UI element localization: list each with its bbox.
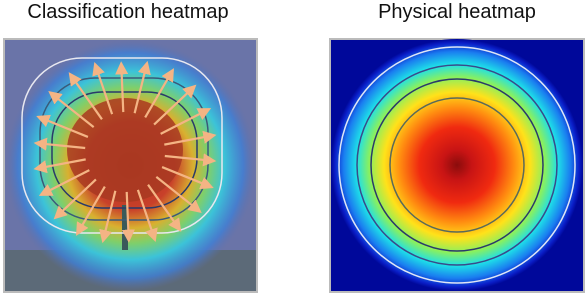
arrow <box>144 68 174 119</box>
arrow <box>147 184 182 232</box>
arrow <box>155 176 202 213</box>
arrow <box>53 178 97 220</box>
arrow <box>164 130 217 146</box>
contour <box>370 78 544 252</box>
arrow <box>48 91 95 128</box>
arrow <box>136 189 158 243</box>
arrow <box>115 61 129 113</box>
heatmap <box>331 39 583 291</box>
arrow <box>164 153 217 167</box>
arrow <box>36 114 89 138</box>
contour <box>356 64 558 266</box>
arrow <box>92 61 114 115</box>
arrow <box>121 191 135 243</box>
panel-title: Physical heatmap <box>378 1 536 23</box>
contour <box>51 91 198 209</box>
contour <box>389 97 525 233</box>
arrow <box>153 84 197 126</box>
arrow <box>99 190 117 244</box>
arrow <box>160 108 212 135</box>
contour <box>338 46 576 284</box>
arrow <box>38 169 90 196</box>
arrow <box>68 72 103 120</box>
arrow <box>133 60 151 114</box>
arrow <box>33 137 86 151</box>
physical-panel <box>329 38 585 293</box>
stem <box>122 205 128 250</box>
arrow <box>161 166 214 190</box>
arrows <box>33 60 217 244</box>
classification-panel <box>3 38 258 293</box>
panel-title: Classification heatmap <box>27 1 228 23</box>
arrow <box>76 185 106 236</box>
arrow <box>33 158 86 174</box>
